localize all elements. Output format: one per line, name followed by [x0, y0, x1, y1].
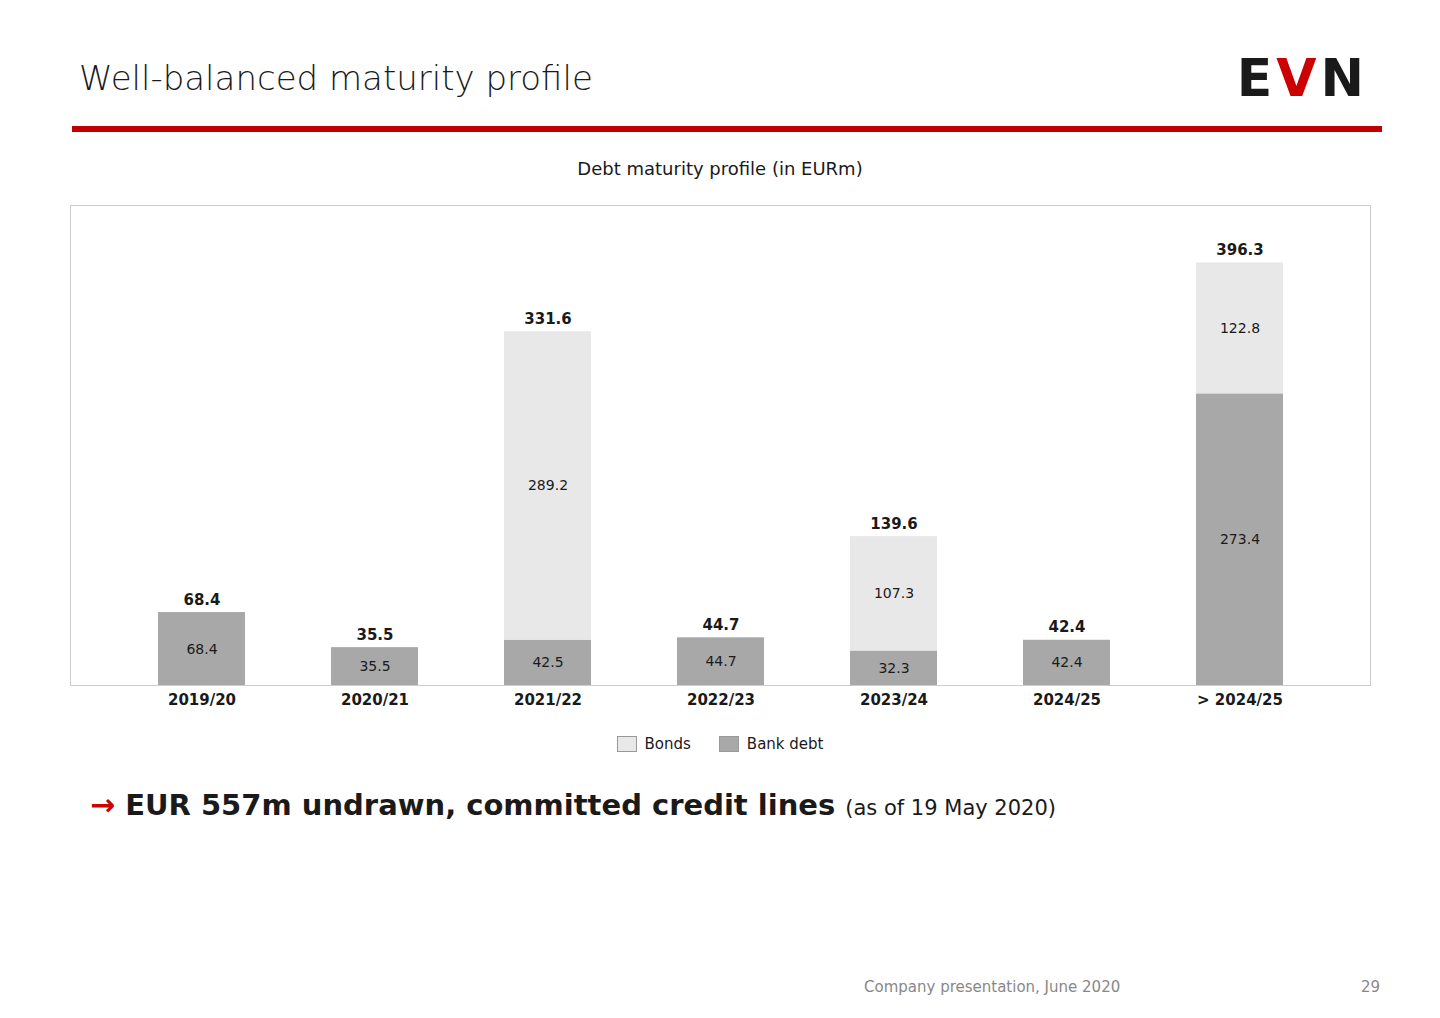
- svg-text:139.6: 139.6: [870, 515, 917, 533]
- svg-text:> 2024/25: > 2024/25: [1197, 691, 1283, 709]
- html-text:→ EUR 557m undrawn, committed: → EUR 557m undrawn, committed credit lin…: [90, 787, 1056, 822]
- svg-text:289.2: 289.2: [528, 477, 568, 493]
- svg-text:42.5: 42.5: [532, 654, 563, 670]
- html-text:E V N: E V N: [1236, 48, 1368, 108]
- html-text:Company presentation, June 202: Company presentation, June 2020: [864, 978, 1121, 996]
- svg-text:42.4: 42.4: [1048, 618, 1085, 636]
- svg-text:273.4: 273.4: [1220, 531, 1260, 547]
- svg-text:68.4: 68.4: [183, 591, 220, 609]
- html-text:Bonds: Bonds: [644, 735, 691, 753]
- html-text:Well-balanced maturity profile: Well-balanced maturity profile: [79, 58, 593, 98]
- svg-text:2021/22: 2021/22: [514, 691, 582, 709]
- svg-text:331.6: 331.6: [524, 310, 571, 328]
- html-text:29: 29: [1360, 978, 1380, 996]
- svg-text:35.5: 35.5: [359, 658, 390, 674]
- svg-text:44.7: 44.7: [702, 616, 739, 634]
- svg-text:42.4: 42.4: [1051, 654, 1082, 670]
- svg-text:2022/23: 2022/23: [687, 691, 755, 709]
- svg-text:2019/20: 2019/20: [168, 691, 236, 709]
- svg-text:122.8: 122.8: [1220, 320, 1260, 336]
- html-text:Debt maturity profile (in EURm: Debt maturity profile (in EURm): [577, 158, 863, 179]
- svg-text:68.4: 68.4: [186, 641, 217, 657]
- svg-text:2023/24: 2023/24: [860, 691, 928, 709]
- svg-text:396.3: 396.3: [1216, 241, 1263, 259]
- svg-text:44.7: 44.7: [705, 653, 736, 669]
- svg-text:35.5: 35.5: [356, 626, 393, 644]
- svg-text:2024/25: 2024/25: [1033, 691, 1101, 709]
- svg-text:107.3: 107.3: [874, 585, 914, 601]
- html-text:Bank debt: Bank debt: [746, 735, 824, 753]
- svg-text:2020/21: 2020/21: [341, 691, 409, 709]
- svg-text:32.3: 32.3: [878, 660, 909, 676]
